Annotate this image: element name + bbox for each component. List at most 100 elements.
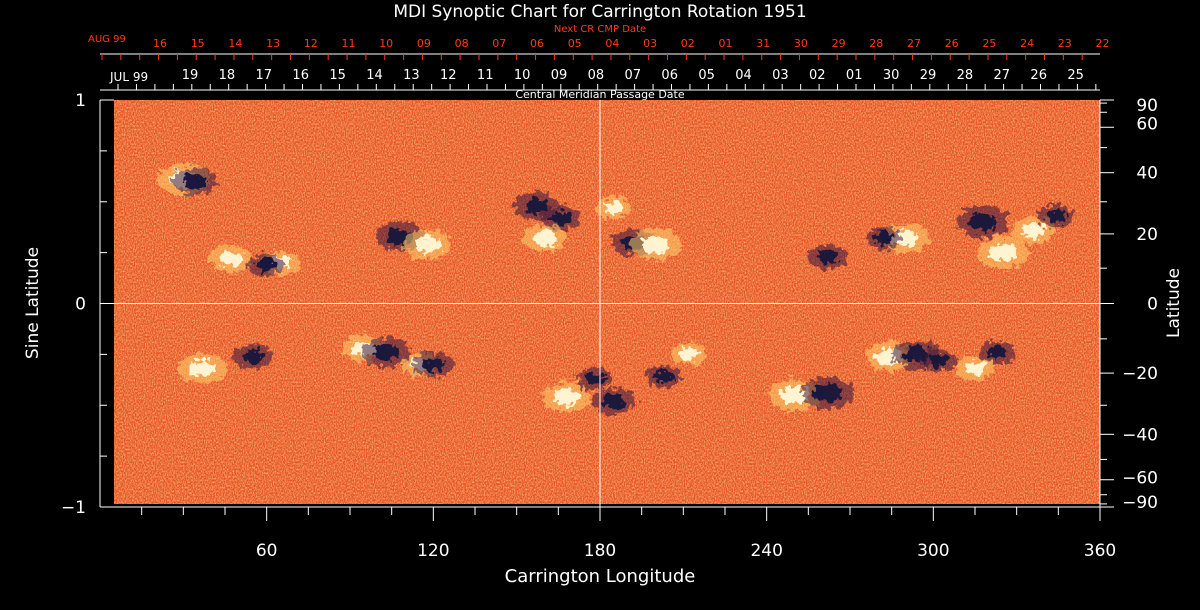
- region-core: [987, 346, 1007, 359]
- next-cmp-day-label: 04: [605, 37, 619, 50]
- y-tick-label-left: −1: [61, 498, 86, 518]
- cmp-day-label: 17: [256, 68, 273, 83]
- active-region-positive: [522, 224, 567, 252]
- cmp-day-label: 06: [661, 68, 678, 83]
- region-core: [373, 344, 400, 361]
- cmp-day-label: 10: [514, 68, 531, 83]
- region-core: [182, 173, 207, 189]
- next-cmp-day-label: 03: [643, 37, 657, 50]
- next-cmp-day-label: 13: [266, 37, 280, 50]
- region-core: [532, 230, 557, 246]
- cmp-day-label: 15: [329, 68, 346, 83]
- region-core: [584, 372, 605, 385]
- active-region-negative: [920, 349, 957, 372]
- next-cmp-month-label: AUG 99: [88, 34, 126, 45]
- next-cmp-day-label: 08: [455, 37, 469, 50]
- next-cmp-day-label: 07: [492, 37, 506, 50]
- region-core: [524, 198, 548, 214]
- next-cmp-day-label: 05: [568, 37, 582, 50]
- active-region-negative: [232, 344, 273, 369]
- next-cmp-day-label: 01: [719, 37, 733, 50]
- region-core: [813, 384, 842, 403]
- region-core: [988, 243, 1017, 262]
- active-region-negative: [1037, 204, 1074, 228]
- next-cmp-day-label: 09: [417, 37, 431, 50]
- cmp-month-label: JUL 99: [109, 70, 148, 84]
- next-cmp-day-label: 27: [907, 37, 921, 50]
- y-axis-label-left: Sine Latitude: [23, 247, 43, 359]
- region-core: [257, 258, 277, 272]
- region-core: [641, 235, 670, 254]
- region-core: [817, 249, 839, 264]
- active-region-positive: [208, 245, 253, 273]
- x-tick-label: 60: [256, 541, 278, 561]
- y-tick-label-right: −20: [1122, 364, 1158, 384]
- cmp-day-label: 12: [440, 68, 457, 83]
- cmp-day-label: 08: [588, 68, 605, 83]
- next-cmp-day-label: 26: [945, 37, 959, 50]
- cmp-day-label: 30: [883, 68, 900, 83]
- region-core: [602, 393, 626, 409]
- region-core: [1021, 222, 1046, 238]
- next-cmp-axis-label: Next CR CMP Date: [554, 24, 646, 35]
- active-region-positive: [976, 236, 1029, 269]
- active-region-negative: [172, 167, 217, 195]
- cmp-day-label: 29: [920, 68, 937, 83]
- region-core: [550, 211, 572, 225]
- x-tick-label: 360: [1084, 541, 1116, 561]
- cmp-day-label: 02: [809, 68, 826, 83]
- next-cmp-day-label: 23: [1058, 37, 1072, 50]
- cmp-day-label: 05: [698, 68, 715, 83]
- y-tick-label-right: −40: [1122, 425, 1158, 445]
- next-cmp-day-label: 31: [756, 37, 770, 50]
- active-region-negative: [362, 337, 411, 368]
- active-region-negative: [541, 205, 582, 231]
- cmp-day-label: 18: [219, 68, 236, 83]
- cmp-day-label: 03: [772, 68, 789, 83]
- next-cmp-day-label: 24: [1020, 37, 1034, 50]
- active-region-positive: [178, 353, 227, 384]
- cmp-day-label: 07: [625, 68, 642, 83]
- region-core: [553, 388, 580, 406]
- y-tick-label-right: 40: [1136, 164, 1158, 184]
- y-tick-label-right: 90: [1136, 96, 1158, 116]
- region-core: [654, 370, 674, 383]
- cmp-day-label: 26: [1030, 68, 1047, 83]
- next-cmp-day-label: 15: [191, 37, 205, 50]
- region-core: [929, 354, 949, 367]
- active-region-positive: [542, 382, 591, 412]
- active-region-positive: [629, 228, 682, 261]
- active-region-positive: [955, 356, 995, 382]
- active-region-negative: [248, 253, 285, 277]
- next-cmp-day-label: 25: [982, 37, 996, 50]
- region-core: [873, 232, 893, 245]
- cmp-day-label: 19: [182, 68, 199, 83]
- active-region-negative: [865, 227, 902, 250]
- crosshair: [100, 100, 1100, 507]
- next-cmp-day-label: 30: [794, 37, 808, 50]
- y-tick-label-left: 0: [75, 295, 86, 315]
- chart-title: MDI Synoptic Chart for Carrington Rotati…: [393, 2, 806, 22]
- x-tick-label: 300: [917, 541, 949, 561]
- next-cmp-day-label: 29: [832, 37, 846, 50]
- cmp-day-label: 04: [735, 68, 752, 83]
- cmp-day-label: 25: [1067, 68, 1084, 83]
- active-region-negative: [576, 367, 613, 390]
- next-cmp-day-label: 28: [869, 37, 883, 50]
- next-cmp-day-label: 12: [304, 37, 318, 50]
- cmp-day-label: 13: [403, 68, 420, 83]
- cmp-day-label: 16: [292, 68, 309, 83]
- region-core: [218, 251, 243, 267]
- active-region-negative: [801, 377, 854, 410]
- active-region-negative: [979, 341, 1016, 364]
- active-region-negative: [957, 206, 1010, 239]
- x-tick-label: 240: [750, 541, 782, 561]
- cmp-day-label: 09: [551, 68, 568, 83]
- cmp-day-label: 14: [366, 68, 383, 83]
- x-axis-label: Carrington Longitude: [505, 566, 696, 587]
- y-axis-label-right: Latitude: [1164, 268, 1184, 338]
- next-cmp-day-label: 14: [228, 37, 242, 50]
- cmp-day-label: 27: [994, 68, 1011, 83]
- active-region-negative: [645, 365, 682, 388]
